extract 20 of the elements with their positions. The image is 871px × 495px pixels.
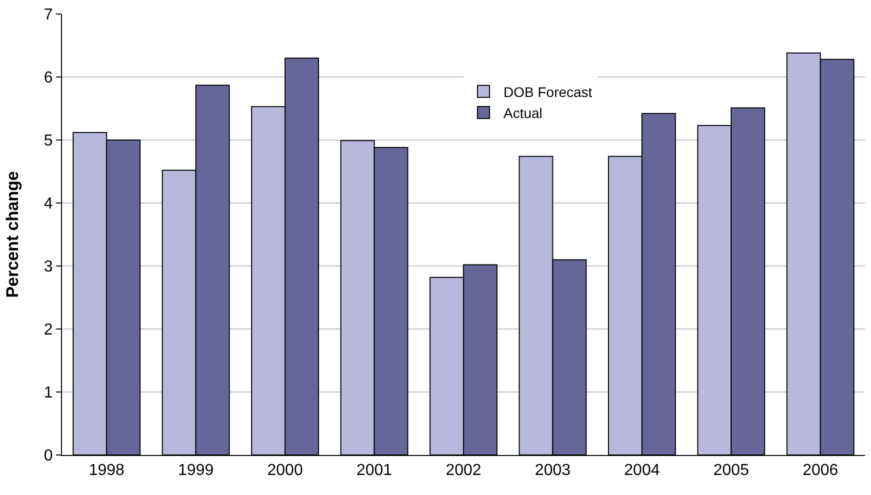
x-tick-label: 2003 — [534, 462, 571, 480]
x-tick-label: 1998 — [88, 462, 125, 480]
y-axis-title: Percent change — [3, 171, 22, 298]
y-tick-label: 4 — [44, 196, 53, 213]
x-tick-label: 2000 — [267, 462, 303, 480]
y-tick-label: 1 — [44, 384, 53, 402]
legend-label: DOB Forecast — [504, 84, 592, 100]
y-tick-label: 6 — [44, 70, 53, 87]
y-tick-label: 7 — [44, 6, 53, 24]
y-tick-label: 2 — [44, 322, 53, 339]
x-tick-label: 2005 — [713, 462, 750, 480]
x-tick-label: 2006 — [802, 462, 838, 480]
x-tick-label: 2001 — [356, 462, 392, 480]
x-tick-label: 2002 — [446, 462, 482, 480]
y-tick-label: 0 — [44, 448, 53, 465]
y-tick-label: 3 — [44, 258, 53, 276]
x-tick-label: 1999 — [178, 462, 214, 480]
y-tick-label: 5 — [44, 132, 53, 150]
x-tick-label: 2004 — [624, 462, 660, 480]
legend-label: Actual — [504, 105, 542, 121]
